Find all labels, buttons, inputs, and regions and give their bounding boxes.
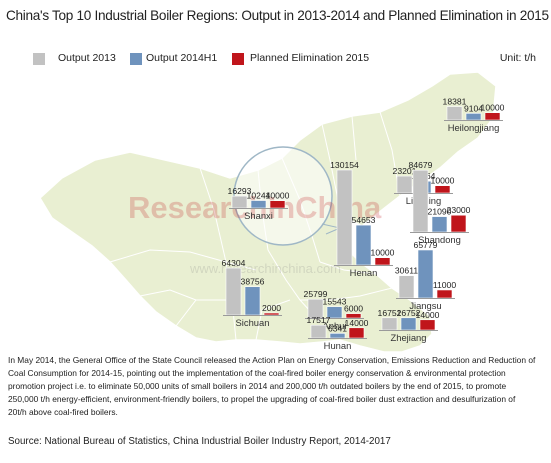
- bar-heilongjiang-output-2013: [446, 106, 463, 121]
- bar-group-sichuan: 64304 38756 2000 Sichuan: [222, 258, 282, 328]
- region-label-shanxi: Shanxi: [244, 210, 273, 221]
- region-label-hunan: Hunan: [324, 340, 352, 351]
- bar-sichuan-output-2014h1: [244, 286, 261, 316]
- legend-swatch-output-2014h1: [130, 53, 142, 65]
- bar-henan-output-2013: [336, 169, 353, 266]
- bar-groups: 18381910410000Heilongjiang16293102441000…: [222, 97, 505, 351]
- value-label-jiangsu-output-2014h1: 65779: [414, 240, 438, 250]
- value-label-zhejiang-output-2013: 16752: [378, 308, 402, 318]
- region-label-jiangsu: Jiangsu: [409, 300, 441, 311]
- region-label-heilongjiang: Heilongjiang: [448, 122, 500, 133]
- bar-liaoning-planned-elimination-2015: [434, 185, 451, 194]
- region-label-sichuan: Sichuan: [236, 317, 270, 328]
- value-label-henan-output-2014h1: 54653: [352, 215, 376, 225]
- legend-swatch-planned-elimination: [232, 53, 244, 65]
- bar-zhejiang-output-2014h1: [400, 317, 417, 331]
- value-label-shandong-output-2014h1: 21090: [428, 207, 452, 217]
- value-label-heilongjiang-output-2014h1: 9104: [464, 103, 483, 113]
- value-label-anhui-output-2014h1: 15543: [323, 297, 347, 307]
- bar-zhejiang-planned-elimination-2015: [419, 319, 436, 331]
- bar-shandong-planned-elimination-2015: [450, 214, 467, 233]
- bar-jiangsu-planned-elimination-2015: [436, 289, 453, 299]
- china-map: [39, 71, 497, 353]
- bar-shanxi-output-2013: [231, 195, 248, 209]
- value-label-heilongjiang-output-2013: 18381: [443, 97, 467, 107]
- watermark-url: www.researchinchina.com: [189, 261, 341, 276]
- value-label-zhejiang-output-2014h1: 16752: [397, 308, 421, 318]
- source-note: Source: National Bureau of Statistics, C…: [8, 436, 391, 447]
- value-label-liaoning-planned-elimination-2015: 10000: [431, 176, 455, 186]
- legend-swatch-output-2013: [33, 53, 45, 65]
- bar-shanxi-planned-elimination-2015: [269, 200, 286, 209]
- bar-shanxi-output-2014h1: [250, 200, 267, 209]
- value-label-sichuan-output-2013: 64304: [222, 258, 246, 268]
- value-label-heilongjiang-planned-elimination-2015: 10000: [481, 103, 505, 113]
- bar-zhejiang-output-2013: [381, 317, 398, 331]
- value-label-shanxi-output-2014h1: 10244: [247, 191, 271, 201]
- value-label-sichuan-output-2014h1: 38756: [241, 277, 265, 287]
- value-label-sichuan-planned-elimination-2015: 2000: [262, 303, 281, 313]
- bar-sichuan-output-2013: [225, 267, 242, 316]
- bar-henan-planned-elimination-2015: [374, 257, 391, 266]
- value-label-hunan-output-2013: 17517: [307, 315, 331, 325]
- region-label-zhejiang: Zhejiang: [391, 332, 427, 343]
- bar-liaoning-output-2013: [396, 175, 413, 194]
- bar-group-jiangsu: 30611 65779 11000 Jiangsu: [395, 240, 456, 311]
- legend-label-planned-elimination: Planned Elimination 2015: [250, 52, 370, 64]
- value-label-jiangsu-planned-elimination-2015: 11000: [433, 280, 456, 290]
- value-label-hunan-planned-elimination-2015: 14000: [345, 318, 369, 328]
- bar-group-henan: 130154 54653 10000 Henan: [330, 160, 395, 278]
- bar-hunan-output-2013: [310, 324, 327, 339]
- region-label-shandong: Shandong: [418, 234, 461, 245]
- value-label-henan-planned-elimination-2015: 10000: [371, 248, 395, 258]
- value-label-shandong-planned-elimination-2015: 23000: [447, 205, 471, 215]
- legend-label-output-2013: Output 2013: [58, 52, 116, 64]
- region-label-henan: Henan: [350, 267, 378, 278]
- value-label-anhui-planned-elimination-2015: 6000: [344, 304, 363, 314]
- bar-hunan-output-2014h1: [329, 333, 346, 339]
- legend: Output 2013 Output 2014H1 Planned Elimin…: [0, 51, 551, 67]
- value-label-henan-output-2013: 130154: [330, 160, 359, 170]
- caption-text: In May 2014, the General Office of the S…: [8, 355, 536, 417]
- value-label-shandong-output-2013: 84679: [409, 160, 433, 170]
- bar-shandong-output-2014h1: [431, 216, 448, 233]
- value-label-anhui-output-2013: 25799: [304, 289, 328, 299]
- bar-henan-output-2014h1: [355, 224, 372, 266]
- bar-jiangsu-output-2013: [398, 275, 415, 299]
- bar-heilongjiang-planned-elimination-2015: [484, 112, 501, 121]
- bar-hunan-planned-elimination-2015: [348, 327, 365, 339]
- value-label-jiangsu-output-2013: 30611: [395, 266, 418, 276]
- legend-label-output-2014h1: Output 2014H1: [146, 52, 218, 64]
- bar-sichuan-planned-elimination-2015: [263, 312, 280, 316]
- value-label-liaoning-output-2013: 23201: [393, 166, 417, 176]
- region-label-anhui: Anhui: [323, 320, 347, 331]
- chart-title: China's Top 10 Industrial Boiler Regions…: [6, 8, 549, 23]
- bar-heilongjiang-output-2014h1: [465, 113, 482, 121]
- bar-jiangsu-output-2014h1: [417, 249, 434, 299]
- value-label-hunan-output-2014h1: 6341: [328, 323, 347, 333]
- value-label-shanxi-output-2013: 16293: [228, 186, 252, 196]
- value-label-zhejiang-planned-elimination-2015: 14000: [416, 310, 440, 320]
- bar-shandong-output-2013: [412, 169, 429, 233]
- value-label-shanxi-planned-elimination-2015: 10000: [266, 191, 290, 201]
- unit-label: Unit: t/h: [499, 52, 536, 64]
